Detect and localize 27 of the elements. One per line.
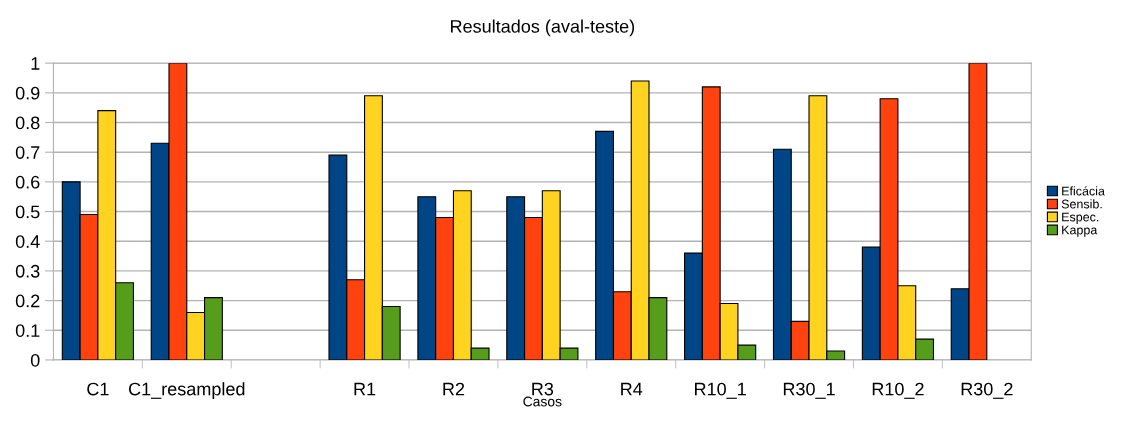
chart-title: Resultados (aval-teste) xyxy=(451,19,635,37)
y-tick-label: 1 xyxy=(31,57,40,70)
legend-label: Eficácia xyxy=(1062,186,1105,196)
y-tick-label: 0.1 xyxy=(15,324,40,337)
x-tick-label: C1_resampled xyxy=(128,382,245,400)
y-tick-label: 0.3 xyxy=(15,264,40,278)
y-tick-label: 0.6 xyxy=(15,175,40,189)
y-tick-label: 0.5 xyxy=(15,205,40,219)
x-tick-label: R10_1 xyxy=(695,382,746,399)
x-axis-title: Casos xyxy=(523,396,562,407)
legend-label: Espec. xyxy=(1062,212,1099,224)
y-tick-label: 0.7 xyxy=(15,146,40,159)
legend-label: Sensib. xyxy=(1061,199,1102,209)
x-tick-label: R30_2 xyxy=(961,382,1013,399)
y-tick-label: 0.4 xyxy=(15,235,40,248)
x-tick-label: R10_2 xyxy=(872,382,924,399)
y-tick-label: 0.9 xyxy=(15,86,40,100)
x-tick-label: R4 xyxy=(621,382,643,396)
x-tick-label: R30_1 xyxy=(783,382,835,399)
x-tick-label: R2 xyxy=(443,382,465,396)
x-tick-label: R1 xyxy=(354,382,376,396)
y-tick-label: 0.2 xyxy=(15,294,40,308)
x-tick-label: C1 xyxy=(87,382,109,396)
x-tick-label: R3 xyxy=(532,382,554,396)
y-tick-label: 0 xyxy=(30,353,40,367)
y-tick-label: 0.8 xyxy=(15,116,40,130)
legend-label: Kappa xyxy=(1062,225,1098,237)
